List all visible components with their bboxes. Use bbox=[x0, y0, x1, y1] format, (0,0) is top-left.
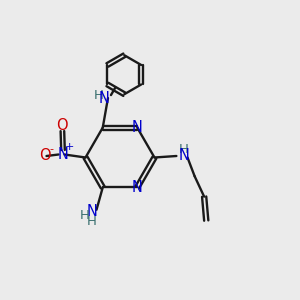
Text: H: H bbox=[87, 215, 97, 228]
Text: N: N bbox=[87, 204, 98, 219]
Text: N: N bbox=[58, 147, 68, 162]
Text: H: H bbox=[80, 209, 89, 222]
Text: H: H bbox=[94, 89, 104, 102]
Text: N: N bbox=[179, 148, 190, 163]
Text: -: - bbox=[49, 144, 53, 154]
Text: H: H bbox=[179, 143, 188, 156]
Text: O: O bbox=[39, 148, 51, 164]
Text: O: O bbox=[57, 118, 68, 133]
Text: N: N bbox=[132, 120, 143, 135]
Text: N: N bbox=[132, 180, 143, 195]
Text: +: + bbox=[64, 142, 74, 152]
Text: N: N bbox=[99, 91, 110, 106]
